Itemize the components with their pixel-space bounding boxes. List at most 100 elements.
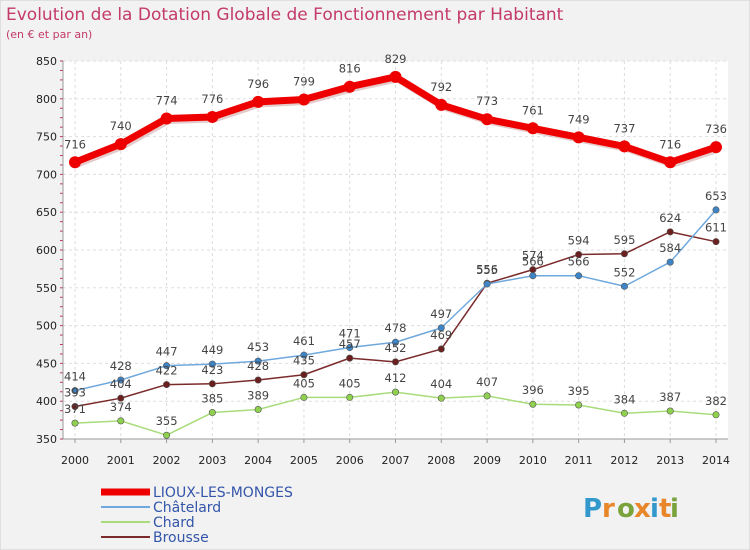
data-label: 773 [476, 94, 498, 108]
data-point [71, 387, 79, 395]
data-label: 624 [659, 211, 681, 225]
data-label: 792 [430, 80, 452, 94]
data-label: 449 [201, 343, 223, 357]
x-tick-label: 2011 [565, 454, 593, 467]
data-label: 774 [156, 93, 178, 107]
data-point [163, 381, 171, 389]
data-point [710, 141, 722, 154]
data-point [391, 338, 399, 346]
data-label: 355 [156, 414, 178, 428]
data-point [572, 131, 585, 144]
data-point [163, 431, 171, 439]
data-point [618, 140, 631, 153]
data-label: 653 [705, 189, 727, 203]
data-label: 405 [339, 376, 361, 390]
legend-label: Brousse [153, 530, 209, 546]
data-point [208, 360, 216, 368]
y-tick-label: 400 [36, 395, 57, 408]
data-point [252, 95, 265, 108]
data-label: 799 [293, 75, 315, 89]
y-tick-label: 850 [36, 55, 57, 68]
data-label: 574 [522, 249, 544, 263]
data-point [481, 113, 494, 126]
x-tick-label: 2002 [153, 454, 181, 467]
legend-label: Châtelard [153, 500, 221, 516]
data-label: 404 [430, 377, 452, 391]
x-tick-label: 2013 [656, 454, 684, 467]
series-layer [69, 70, 722, 439]
data-point [712, 238, 720, 246]
data-point [346, 393, 354, 401]
data-label: 414 [64, 370, 86, 384]
data-point [117, 376, 125, 384]
data-point [163, 362, 171, 370]
data-label: 555 [476, 263, 498, 277]
data-label: 566 [522, 255, 544, 269]
data-point [300, 351, 308, 359]
data-point [437, 394, 445, 402]
data-label: 382 [705, 394, 727, 408]
data-label: 552 [613, 265, 635, 279]
data-label: 595 [613, 233, 635, 247]
data-label: 497 [430, 307, 452, 321]
data-label: 761 [522, 103, 544, 117]
data-label: 453 [247, 340, 269, 354]
x-tick-label: 2012 [610, 454, 638, 467]
data-point [208, 409, 216, 417]
data-label: 452 [385, 341, 407, 355]
logo-letter: i [670, 494, 679, 524]
x-tick-label: 2004 [244, 454, 272, 467]
data-label: 594 [568, 234, 590, 248]
data-point [254, 406, 262, 414]
chart-subtitle: (en € et par an) [6, 28, 92, 41]
data-label: 371 [64, 402, 86, 416]
data-label: 422 [156, 364, 178, 378]
data-label: 611 [705, 221, 727, 235]
y-tick-label: 800 [36, 93, 57, 106]
chart-title: Evolution de la Dotation Globale de Fonc… [6, 5, 564, 25]
data-point [160, 112, 173, 125]
logo-letter: i [650, 494, 659, 524]
data-point [391, 388, 399, 396]
data-point [71, 419, 79, 427]
y-tick-label: 550 [36, 282, 57, 295]
data-label: 393 [64, 385, 86, 399]
logo-letter: x [634, 494, 651, 524]
y-tick-label: 700 [36, 168, 57, 181]
logo-letter: o [617, 494, 635, 524]
data-label: 740 [110, 119, 132, 133]
data-label: 461 [293, 334, 315, 348]
data-labels: 716 740 774 776 796 799 816 829 792 773 761 749 737 7… [64, 52, 727, 428]
data-point [526, 122, 539, 135]
data-label: 457 [339, 337, 361, 351]
data-point [666, 228, 674, 236]
data-label: 428 [247, 359, 269, 373]
data-point [254, 376, 262, 384]
data-label: 478 [385, 321, 407, 335]
data-label: 385 [201, 392, 223, 406]
y-tick-label: 750 [36, 131, 57, 144]
data-point [69, 156, 81, 169]
data-point [712, 411, 720, 419]
x-tick-label: 2006 [336, 454, 364, 467]
data-point [206, 110, 219, 123]
y-tick-label: 650 [36, 206, 57, 219]
data-point [712, 206, 720, 214]
data-label: 423 [201, 363, 223, 377]
legend-label: Chard [153, 515, 195, 531]
data-point [437, 324, 445, 332]
data-point [483, 280, 491, 288]
data-point [620, 282, 628, 290]
data-label: 566 [568, 255, 590, 269]
data-point [575, 401, 583, 409]
data-label: 384 [613, 392, 635, 406]
data-point [346, 344, 354, 352]
data-label: 816 [339, 62, 361, 76]
logo-letter: r [602, 494, 615, 524]
data-point [575, 272, 583, 280]
data-point [529, 272, 537, 280]
logo-letter: P [583, 494, 602, 524]
